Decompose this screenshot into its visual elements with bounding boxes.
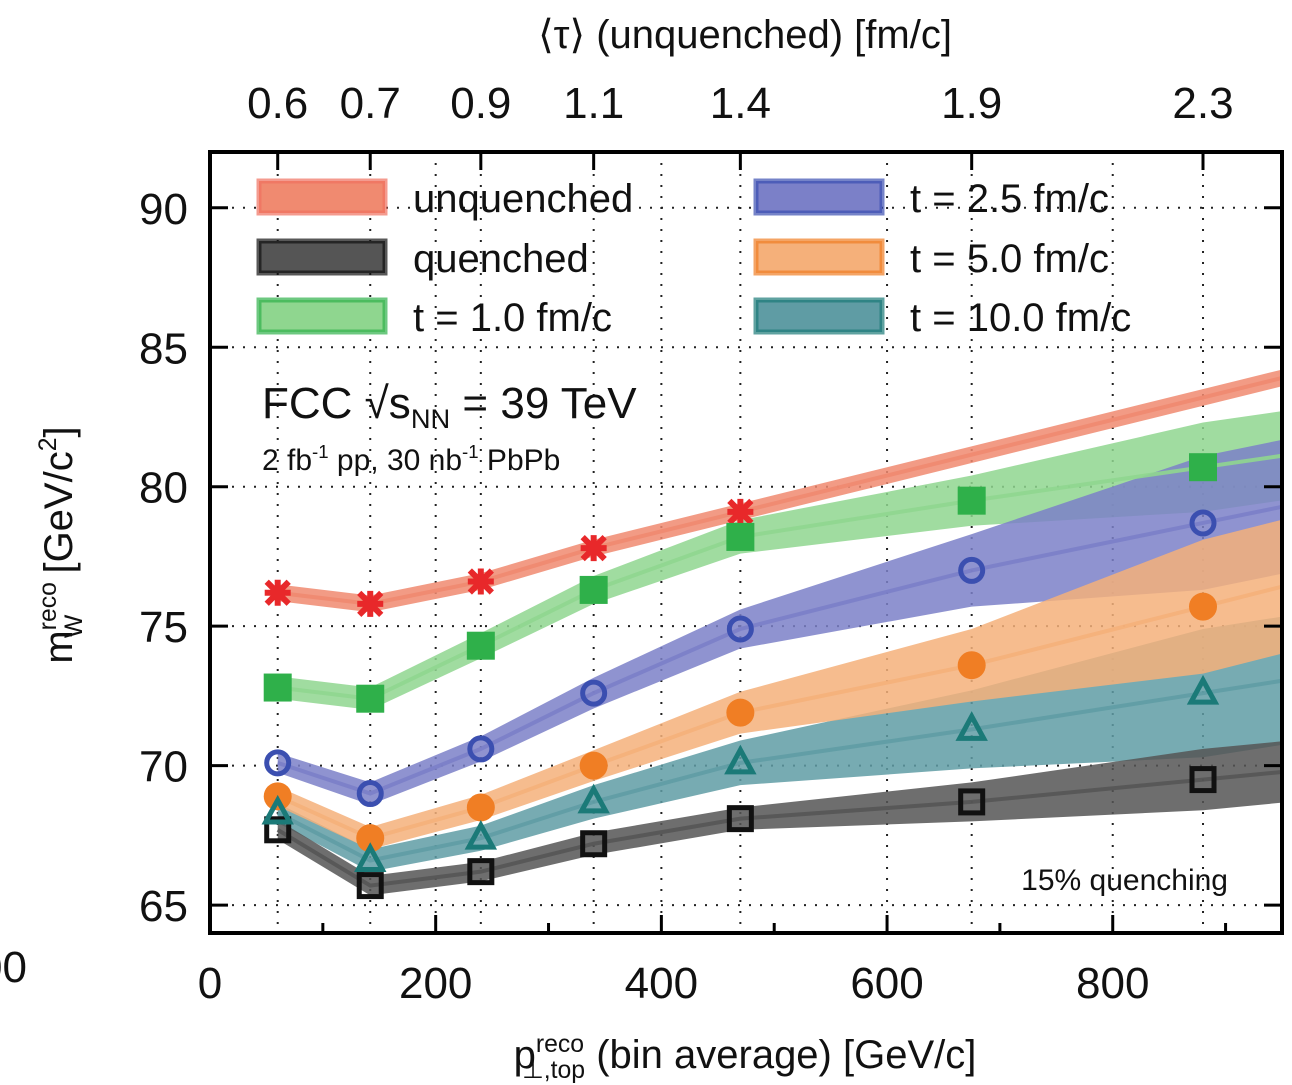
x-tick-label: 800 — [1076, 959, 1149, 1008]
point-0-4 — [727, 498, 754, 525]
series-line-1 — [276, 769, 1283, 888]
point-4-5 — [957, 651, 986, 680]
top-tick-label: 1.4 — [710, 79, 771, 128]
point-3-1 — [356, 780, 384, 808]
top-tick-label: 1.9 — [941, 79, 1002, 128]
point-1-4 — [726, 805, 754, 833]
band-1 — [277, 741, 1282, 896]
legend-swatch — [256, 238, 388, 276]
series-line-2 — [277, 453, 1283, 701]
data-markers — [261, 453, 1220, 900]
point-2-1 — [356, 684, 385, 713]
point-4-2 — [466, 793, 495, 822]
legend-label: unquenched — [413, 177, 633, 221]
experiment-label: FCC √sNN = 39 TeV — [262, 379, 637, 434]
top-tick-label: 0.6 — [247, 79, 308, 128]
point-1-3 — [580, 830, 608, 858]
band-2 — [277, 411, 1282, 710]
point-2-3 — [579, 575, 608, 604]
axis-ticks — [208, 152, 1282, 933]
point-1-2 — [467, 858, 495, 886]
y-tick-label: 65 — [139, 882, 188, 931]
band-3 — [277, 439, 1282, 805]
point-3-2 — [467, 735, 495, 763]
point-3-0 — [264, 749, 292, 777]
y-axis-title: mrecoW [GeV/c2] — [35, 426, 88, 663]
x-tick-label: 400 — [625, 959, 698, 1008]
point-2-4 — [726, 522, 755, 551]
point-0-2 — [467, 568, 494, 595]
y-tick-label: 85 — [139, 324, 188, 373]
uncertainty-bands — [277, 369, 1282, 896]
point-4-1 — [356, 824, 385, 853]
top-tick-label: 0.7 — [340, 79, 401, 128]
quenching-label: 15% quenching — [1021, 864, 1228, 897]
point-3-6 — [1189, 509, 1217, 537]
legend-label: quenched — [413, 237, 589, 281]
series-line-5 — [276, 678, 1283, 863]
point-5-2 — [464, 819, 498, 850]
point-2-5 — [957, 486, 986, 515]
point-5-3 — [577, 783, 610, 814]
legend-label: t = 5.0 fm/c — [910, 237, 1109, 281]
series-line-4 — [276, 584, 1283, 841]
point-1-5 — [958, 788, 986, 816]
point-5-5 — [955, 711, 988, 741]
point-3-4 — [726, 615, 754, 643]
plot-frame — [208, 150, 1284, 935]
legend-label: t = 1.0 fm/c — [413, 296, 612, 340]
point-5-6 — [1186, 674, 1220, 705]
y-tick-label: 80 — [139, 464, 188, 513]
tick-labels: 0.6 0.7 0.9 1.1 1.4 1.9 2.3 0 200 400 600 800 65 70 75… — [139, 79, 1234, 1008]
band-4 — [277, 519, 1282, 850]
legend-label: t = 2.5 fm/c — [910, 177, 1109, 221]
x-tick-label: 200 — [399, 959, 472, 1008]
point-5-4 — [724, 744, 757, 775]
point-1-6 — [1189, 766, 1217, 794]
point-1-0 — [264, 816, 292, 844]
point-0-1 — [357, 590, 384, 617]
top-tick-label: 2.3 — [1172, 79, 1233, 128]
point-0-3 — [580, 534, 607, 562]
legend-swatch — [256, 178, 388, 216]
legend-swatch — [753, 238, 885, 276]
point-4-6 — [1189, 592, 1218, 621]
left-edge-fragment: 00 — [0, 943, 27, 992]
point-2-0 — [263, 673, 292, 702]
point-3-3 — [580, 679, 608, 707]
y-tick-label: 75 — [139, 603, 188, 652]
point-3-5 — [958, 556, 986, 584]
series-line-0 — [277, 375, 1283, 606]
point-2-6 — [1189, 453, 1218, 482]
point-2-2 — [466, 631, 495, 660]
point-5-0 — [261, 794, 294, 825]
legend-label: t = 10.0 fm/c — [910, 296, 1131, 340]
series-line-3 — [277, 504, 1283, 796]
x-axis-title: preco ⊥,top (bin average) [GeV/c] — [514, 1031, 977, 1084]
legend-swatch — [753, 297, 885, 335]
point-1-1 — [356, 872, 384, 900]
x-tick-label: 600 — [850, 959, 923, 1008]
x-tick-label: 0 — [198, 959, 222, 1008]
point-4-3 — [579, 751, 608, 780]
series-lines — [276, 375, 1283, 888]
legend-swatch — [753, 178, 885, 216]
point-5-1 — [354, 842, 387, 872]
top-axis-title: ⟨τ⟩ (unquenched) [fm/c] — [538, 13, 952, 57]
y-tick-label: 90 — [139, 185, 188, 234]
legend-swatch — [256, 297, 388, 335]
top-tick-label: 1.1 — [563, 79, 624, 128]
luminosity-label: 2 fb-1 pp, 30 nb-1 PbPb — [262, 441, 560, 477]
top-tick-label: 0.9 — [450, 79, 511, 128]
legend: unquenched quenched t = 1.0 fm/c t = 2.5 fm… — [256, 177, 1131, 340]
point-0-0 — [264, 579, 291, 606]
y-tick-label: 70 — [139, 743, 188, 792]
point-4-4 — [726, 698, 755, 727]
